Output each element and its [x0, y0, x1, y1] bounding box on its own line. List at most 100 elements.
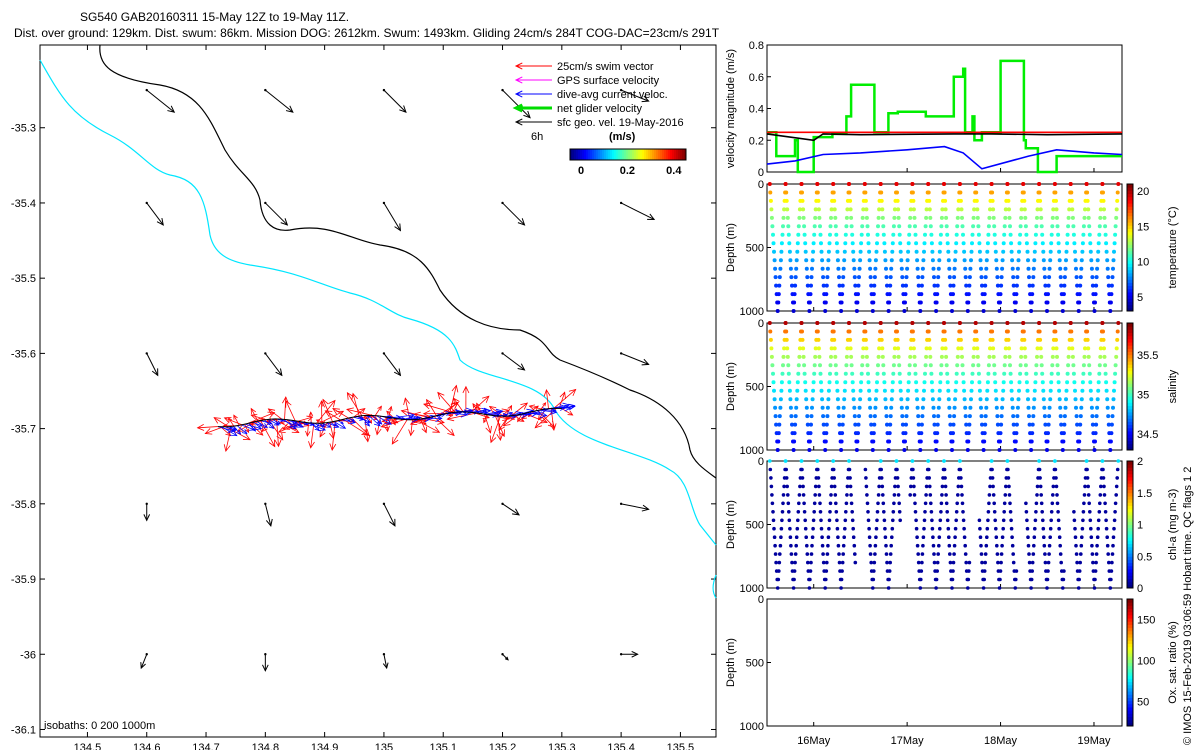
geo-vector [146, 89, 176, 113]
panel-y-axis-label: Depth (m) [725, 500, 737, 549]
panel-y-tick-label: 0 [758, 179, 764, 191]
legend-arrow [514, 90, 552, 98]
current-vector [561, 404, 576, 410]
geo-vector [146, 353, 159, 377]
isobath-200m [39, 59, 717, 546]
panel-y-axis-label: Depth (m) [725, 638, 737, 687]
colorbar-tick-label: 35 [1137, 389, 1149, 401]
swim-vector [446, 412, 477, 422]
swim-vector [250, 413, 267, 421]
map-colorbar: 0 0.2 0.4 [569, 148, 687, 177]
isobath-fragment [712, 574, 717, 599]
current-vector [252, 421, 263, 427]
swim-vector [285, 399, 296, 422]
swim-vector [315, 419, 325, 424]
colorbar-tick-label: 100 [1137, 655, 1155, 667]
current-vector [526, 411, 548, 419]
date-tick-label: 19May [1077, 735, 1111, 747]
swim-vector [332, 408, 349, 419]
geo-vector [383, 89, 407, 113]
current-vector [372, 415, 383, 425]
colorbar-tick-label: 1.5 [1137, 488, 1152, 500]
colorbar-tick-label: 150 [1137, 614, 1155, 626]
current-vector [360, 415, 370, 427]
swim-vector [244, 424, 250, 434]
swim-vector [351, 392, 360, 417]
geo-vector [502, 653, 509, 661]
panel-y-axis-label: Depth (m) [725, 362, 737, 411]
current-vector [294, 420, 302, 427]
map-x-tick-label: 135 [375, 742, 393, 750]
geo-vector [146, 202, 164, 226]
swim-vector [553, 388, 577, 409]
colorbar-tick-label: 50 [1137, 696, 1149, 708]
swim-vector [318, 400, 326, 424]
swim-vector [426, 398, 437, 416]
map-x-ticks: 134.5 134.6 134.7 134.8 134.9 135 135.1 135.2 13… [74, 45, 694, 750]
map-x-tick-label: 135.1 [429, 742, 457, 750]
swim-vector [322, 398, 333, 422]
panel-y-tick-label: 0 [758, 167, 764, 179]
panel-y-axis-label: Depth (m) [725, 223, 737, 272]
panel-colorbar: 34.5 35 35.5 salinity [1126, 322, 1179, 451]
salinity-panel: 0 500 1000 Depth (m) 34.5 35 35.5 salinity [725, 318, 1179, 457]
swim-vector [528, 404, 544, 410]
current-vector [248, 422, 257, 432]
colorbar-unit: (m/s) [609, 131, 636, 143]
current-vector [345, 418, 351, 422]
current-vector [271, 418, 281, 425]
legend-label: dive-avg current veloc. [557, 89, 668, 101]
colorbar-tick-label: 0.5 [1137, 551, 1152, 563]
legend-label: GPS surface velocity [557, 75, 660, 87]
current-vector [499, 411, 514, 417]
panel-y-tick-label: 1000 [740, 306, 764, 318]
current-vector [233, 425, 242, 435]
swim-vector [462, 385, 470, 412]
swim-vector [437, 391, 456, 413]
map-y-ticks: -35.3 -35.4 -35.5 -35.6 -35.7 -35.8 -35.9 -36 -3… [11, 123, 716, 736]
legend-label: net glider velocity [557, 103, 642, 115]
swim-vector [305, 422, 311, 437]
current-vector [329, 421, 338, 427]
panel-colorbar: 0 0.5 1 1.5 2 chl-a (mg m-3) [1126, 456, 1179, 595]
map-y-tick-label: -35.8 [11, 499, 36, 511]
colorbar-label: salinity [1167, 369, 1179, 403]
isobath-1000m [99, 44, 717, 479]
swim-vector [374, 405, 382, 416]
geo-vector [382, 654, 389, 670]
panel-y-tick-label: 0.4 [749, 104, 764, 116]
panel-y-tick-label: 500 [746, 382, 764, 394]
swim-vector [484, 414, 492, 434]
colorbar-tick-label: 1 [1137, 520, 1143, 532]
panel-y-axis-label: velocity magnitude (m/s) [725, 49, 737, 168]
glider-track-vectors [196, 384, 577, 452]
swim-vector [489, 415, 501, 444]
velocity-panel: 0 0.2 0.4 0.6 0.8 velocity magnitude (m/s) [725, 40, 1123, 179]
profile-scatter [767, 182, 1121, 313]
geo-vector [140, 654, 148, 670]
geo-vector [383, 202, 402, 232]
geo-vector [502, 503, 520, 516]
figure-title-line1: SG540 GAB20160311 15-May 12Z to 19-May 1… [80, 10, 349, 24]
swim-vector [483, 414, 488, 424]
swim-vector [282, 396, 289, 420]
panel-y-tick-label: 500 [746, 243, 764, 255]
panel-y-tick-label: 500 [746, 658, 764, 670]
date-tick-label: 16May [797, 735, 831, 747]
colorbar-tick-label: 5 [1137, 292, 1143, 304]
current-vector [337, 420, 344, 424]
current-vector [333, 421, 347, 429]
panel-y-tick-label: 0 [758, 456, 764, 468]
swim-vector [543, 389, 551, 409]
map-isobaths [39, 44, 717, 599]
oxygen-panel: 0 500 1000 Depth (m) 50 100 150 Ox. sat. ratio … [725, 594, 1179, 733]
colorbar-label: Ox. sat. ratio (%) [1167, 621, 1179, 704]
geo-vector [264, 353, 283, 377]
map-x-tick-label: 134.6 [133, 742, 161, 750]
credit-text: © IMOS 15-Feb-2019 03:06:59 Hobart time.… [1182, 467, 1194, 745]
map-x-tick-label: 135.2 [489, 742, 517, 750]
map-y-tick-label: -35.9 [11, 574, 36, 586]
legend-arrow [514, 76, 552, 84]
geo-vector [265, 89, 294, 113]
